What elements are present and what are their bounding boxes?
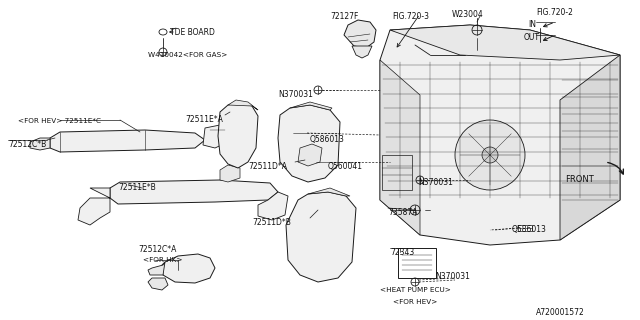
- Circle shape: [455, 120, 525, 190]
- Polygon shape: [110, 180, 278, 204]
- Polygon shape: [290, 102, 332, 110]
- Polygon shape: [258, 192, 288, 220]
- Text: N370031: N370031: [435, 272, 470, 281]
- Text: A720001572: A720001572: [536, 308, 585, 317]
- Text: 73587A: 73587A: [388, 208, 417, 217]
- Polygon shape: [148, 262, 165, 275]
- Bar: [293, 130, 307, 136]
- Text: N370031: N370031: [418, 178, 453, 187]
- Polygon shape: [228, 100, 258, 110]
- Polygon shape: [286, 192, 356, 282]
- Text: W23004: W23004: [452, 10, 484, 19]
- Polygon shape: [308, 188, 350, 196]
- Polygon shape: [30, 138, 50, 150]
- Text: IN: IN: [528, 20, 536, 29]
- Polygon shape: [344, 20, 376, 48]
- Polygon shape: [298, 144, 322, 166]
- Text: <FOR HEV>: <FOR HEV>: [393, 299, 437, 305]
- Text: FRONT: FRONT: [565, 175, 594, 184]
- Bar: [518, 225, 532, 231]
- Text: <FOR HEV> 72511E*C: <FOR HEV> 72511E*C: [18, 118, 101, 124]
- Circle shape: [482, 147, 498, 163]
- Polygon shape: [162, 254, 215, 283]
- Text: 72511D*B: 72511D*B: [252, 218, 291, 227]
- Text: 72511E*A: 72511E*A: [185, 115, 223, 124]
- Text: OUT: OUT: [524, 33, 540, 42]
- Text: Q586013: Q586013: [310, 135, 345, 144]
- Polygon shape: [203, 125, 230, 148]
- Text: N370031: N370031: [278, 90, 313, 99]
- Ellipse shape: [159, 29, 167, 35]
- Polygon shape: [560, 55, 620, 240]
- Text: <HEAT PUMP ECU>: <HEAT PUMP ECU>: [380, 287, 451, 293]
- Polygon shape: [380, 60, 420, 235]
- Text: Q586013: Q586013: [512, 225, 547, 234]
- Text: 72511D*A: 72511D*A: [248, 162, 287, 171]
- Text: 72512C*A: 72512C*A: [138, 245, 177, 254]
- Text: TDE BOARD: TDE BOARD: [170, 28, 215, 37]
- Polygon shape: [220, 165, 240, 182]
- Text: 72343: 72343: [390, 248, 414, 257]
- Bar: [316, 159, 330, 165]
- Text: W410042<FOR GAS>: W410042<FOR GAS>: [148, 52, 227, 58]
- Text: 72512C*B: 72512C*B: [8, 140, 46, 149]
- Polygon shape: [352, 46, 372, 58]
- Text: Q560041: Q560041: [328, 162, 363, 171]
- Polygon shape: [380, 25, 620, 245]
- Polygon shape: [78, 188, 110, 225]
- Text: <FOR HK>: <FOR HK>: [143, 257, 182, 263]
- Text: 72511E*B: 72511E*B: [118, 183, 156, 192]
- Polygon shape: [278, 105, 340, 182]
- Polygon shape: [390, 25, 620, 60]
- Polygon shape: [218, 102, 258, 168]
- Polygon shape: [148, 278, 168, 290]
- Text: FIG.720-2: FIG.720-2: [536, 8, 573, 17]
- Bar: [382, 155, 412, 190]
- Bar: [398, 248, 436, 278]
- Polygon shape: [50, 130, 205, 152]
- Text: FIG.720-3: FIG.720-3: [392, 12, 429, 21]
- Text: 72127F: 72127F: [330, 12, 358, 21]
